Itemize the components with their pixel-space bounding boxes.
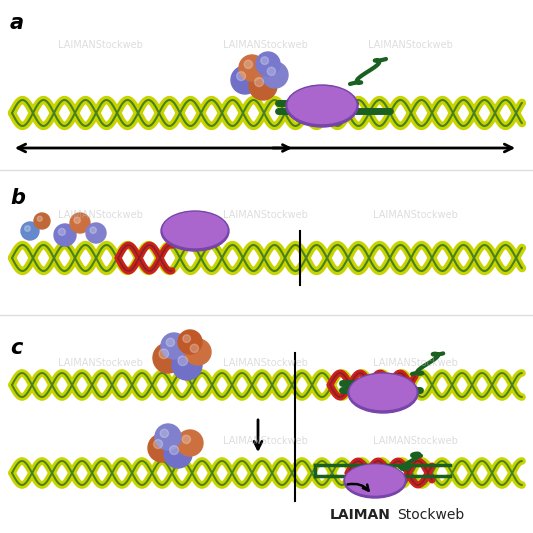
Circle shape [25, 225, 30, 231]
Circle shape [166, 338, 174, 346]
Text: LAIMANStockweb: LAIMANStockweb [373, 210, 457, 220]
Text: LAIMAN: LAIMAN [330, 508, 391, 522]
Circle shape [153, 343, 183, 373]
Circle shape [159, 349, 168, 359]
Circle shape [74, 217, 80, 223]
Circle shape [267, 67, 276, 76]
Text: LAIMANStockweb: LAIMANStockweb [368, 40, 453, 50]
FancyArrowPatch shape [348, 484, 368, 490]
Ellipse shape [288, 86, 356, 124]
Text: LAIMANStockweb: LAIMANStockweb [223, 358, 308, 368]
Circle shape [169, 446, 179, 455]
Text: LAIMANStockweb: LAIMANStockweb [223, 436, 308, 446]
Ellipse shape [346, 465, 404, 495]
Circle shape [37, 216, 42, 221]
Circle shape [262, 62, 288, 88]
Ellipse shape [161, 211, 229, 251]
Text: LAIMANStockweb: LAIMANStockweb [373, 436, 457, 446]
Ellipse shape [348, 373, 418, 413]
Circle shape [239, 55, 265, 81]
Text: LAIMANStockweb: LAIMANStockweb [58, 210, 142, 220]
Ellipse shape [163, 212, 227, 248]
Circle shape [255, 78, 263, 86]
Text: LAIMANStockweb: LAIMANStockweb [373, 358, 457, 368]
Circle shape [261, 57, 269, 64]
Circle shape [178, 330, 202, 354]
Circle shape [237, 71, 246, 80]
Circle shape [161, 333, 187, 359]
Circle shape [86, 223, 106, 243]
Circle shape [190, 344, 198, 352]
Circle shape [177, 430, 203, 456]
Circle shape [185, 339, 211, 365]
Text: c: c [10, 338, 22, 358]
Text: Stockweb: Stockweb [397, 508, 464, 522]
Ellipse shape [350, 374, 416, 409]
Circle shape [90, 227, 96, 233]
Circle shape [183, 335, 190, 343]
Circle shape [21, 222, 39, 240]
Circle shape [154, 440, 163, 449]
Circle shape [178, 356, 188, 366]
Circle shape [34, 213, 50, 229]
Circle shape [231, 66, 259, 94]
Circle shape [148, 434, 176, 462]
Text: LAIMANStockweb: LAIMANStockweb [223, 40, 308, 50]
Circle shape [182, 435, 190, 443]
Text: LAIMANStockweb: LAIMANStockweb [58, 358, 142, 368]
Circle shape [160, 429, 168, 438]
Circle shape [249, 72, 277, 100]
Circle shape [164, 440, 192, 468]
Text: LAIMANStockweb: LAIMANStockweb [223, 210, 308, 220]
Ellipse shape [286, 85, 358, 127]
Circle shape [244, 60, 253, 69]
Circle shape [172, 350, 202, 380]
Text: LAIMANStockweb: LAIMANStockweb [58, 40, 142, 50]
Circle shape [256, 52, 280, 76]
Text: b: b [10, 188, 25, 208]
Ellipse shape [344, 464, 406, 498]
Text: a: a [10, 13, 24, 33]
Circle shape [54, 224, 76, 246]
Circle shape [70, 213, 90, 233]
Circle shape [155, 424, 181, 450]
Circle shape [59, 229, 66, 236]
